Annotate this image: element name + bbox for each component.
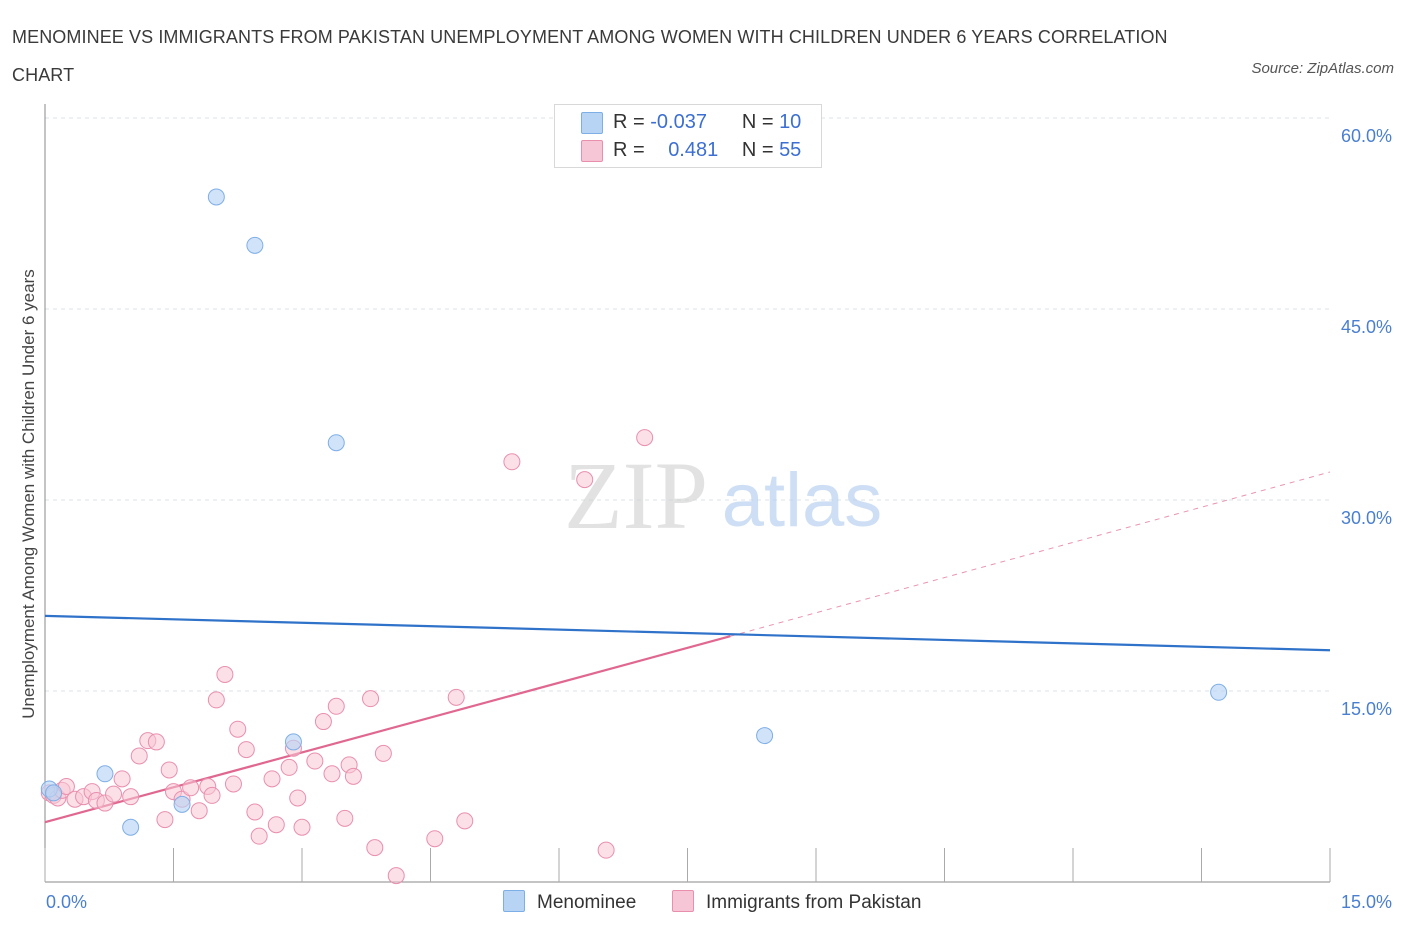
trend-lines xyxy=(44,471,1331,824)
menominee-point xyxy=(1210,683,1228,701)
pakistan-point xyxy=(576,471,594,489)
pakistan-point xyxy=(597,841,615,859)
pakistan-point xyxy=(289,789,307,807)
pakistan-point xyxy=(182,779,200,797)
pakistan-point xyxy=(203,786,221,804)
pakistan-point xyxy=(456,812,474,830)
pakistan-point xyxy=(229,720,247,738)
data-points xyxy=(40,188,1228,885)
menominee-point xyxy=(327,434,345,452)
y-tick-label: 15.0% xyxy=(1341,699,1392,719)
legend-item-pakistan: Immigrants from Pakistan xyxy=(672,890,921,914)
legend-label-pakistan: Immigrants from Pakistan xyxy=(706,892,922,913)
y-tick-label: 60.0% xyxy=(1341,126,1392,146)
y-axis-label: Unemployment Among Women with Children U… xyxy=(19,269,38,718)
pakistan-point xyxy=(293,818,311,836)
pakistan-point xyxy=(216,665,234,683)
menominee-point xyxy=(246,236,264,254)
pakistan-point xyxy=(105,785,123,803)
pakistan-point xyxy=(156,811,174,829)
pakistan-point xyxy=(426,830,444,848)
pakistan-point xyxy=(267,816,285,834)
y-tick-label: 30.0% xyxy=(1341,508,1392,528)
pakistan-point xyxy=(327,697,345,715)
pakistan-point xyxy=(113,770,131,788)
pakistan-point xyxy=(344,767,362,785)
legend-row-menominee: R = -0.037 N = 10 xyxy=(581,111,801,137)
menominee-point xyxy=(45,784,63,802)
pakistan-point xyxy=(147,733,165,751)
legend-r-value: 0.481 xyxy=(668,139,719,161)
pakistan-point xyxy=(246,803,264,821)
pakistan-point xyxy=(636,429,654,447)
watermark: ZIP atlas xyxy=(564,442,882,549)
pakistan-trend-extension xyxy=(730,471,1331,637)
pakistan-point xyxy=(237,741,255,759)
pakistan-point xyxy=(160,761,178,779)
menominee-point xyxy=(173,795,191,813)
pakistan-point xyxy=(387,867,405,885)
menominee-point xyxy=(96,765,114,783)
pakistan-trend-line xyxy=(44,635,731,824)
pakistan-point xyxy=(263,770,281,788)
legend-label-menominee: Menominee xyxy=(537,892,637,913)
tick-labels: 15.0% 30.0% 45.0% 60.0% 0.0% 15.0% xyxy=(46,126,1392,912)
source-label: Source: ZipAtlas.com xyxy=(1251,60,1394,77)
watermark-zip: ZIP xyxy=(564,442,708,549)
legend-r-value: -0.037 xyxy=(650,111,707,133)
legend-n-value: 55 xyxy=(779,139,802,161)
pakistan-point xyxy=(336,809,354,827)
pakistan-point xyxy=(323,765,341,783)
pakistan-point xyxy=(447,688,465,706)
menominee-point xyxy=(122,818,140,836)
menominee-trend-line xyxy=(44,614,1331,652)
x-tick-label: 0.0% xyxy=(46,892,87,912)
axes xyxy=(44,104,1331,883)
legend-swatch-blue xyxy=(503,890,525,912)
legend-row-pakistan: R = 0.481 N = 55 xyxy=(581,139,801,165)
menominee-point xyxy=(284,733,302,751)
menominee-point xyxy=(756,727,774,745)
pakistan-point xyxy=(362,690,380,708)
legend-swatch-blue xyxy=(581,111,603,134)
legend-n-label: N = xyxy=(741,111,774,133)
pakistan-point xyxy=(280,758,298,776)
grid-lines xyxy=(45,117,1330,692)
pakistan-point xyxy=(130,747,148,765)
pakistan-point xyxy=(366,839,384,857)
pakistan-point xyxy=(122,788,140,806)
legend-n-value: 10 xyxy=(779,111,802,133)
stats-legend: R = -0.037 N = 10 R = 0.481 N = 55 xyxy=(554,104,822,168)
y-tick-label: 45.0% xyxy=(1341,317,1392,337)
pakistan-point xyxy=(224,775,242,793)
legend-swatch-pink xyxy=(581,139,603,162)
watermark-atlas: atlas xyxy=(722,458,883,543)
x-tick-label: 15.0% xyxy=(1341,892,1392,912)
menominee-point xyxy=(207,188,225,206)
chart-title: MENOMINEE VS IMMIGRANTS FROM PAKISTAN UN… xyxy=(12,27,1168,85)
pakistan-point xyxy=(503,453,521,471)
legend-swatch-pink xyxy=(672,890,694,912)
legend-item-menominee: Menominee xyxy=(503,890,636,914)
pakistan-point xyxy=(190,802,208,820)
pakistan-point xyxy=(314,713,332,731)
pakistan-point xyxy=(207,691,225,709)
pakistan-point xyxy=(250,827,268,845)
pakistan-point xyxy=(306,752,324,770)
legend-r-label: R = xyxy=(613,111,645,133)
pakistan-point xyxy=(374,744,392,762)
legend-n-label: N = xyxy=(741,139,774,161)
legend-r-label: R = xyxy=(613,139,645,161)
